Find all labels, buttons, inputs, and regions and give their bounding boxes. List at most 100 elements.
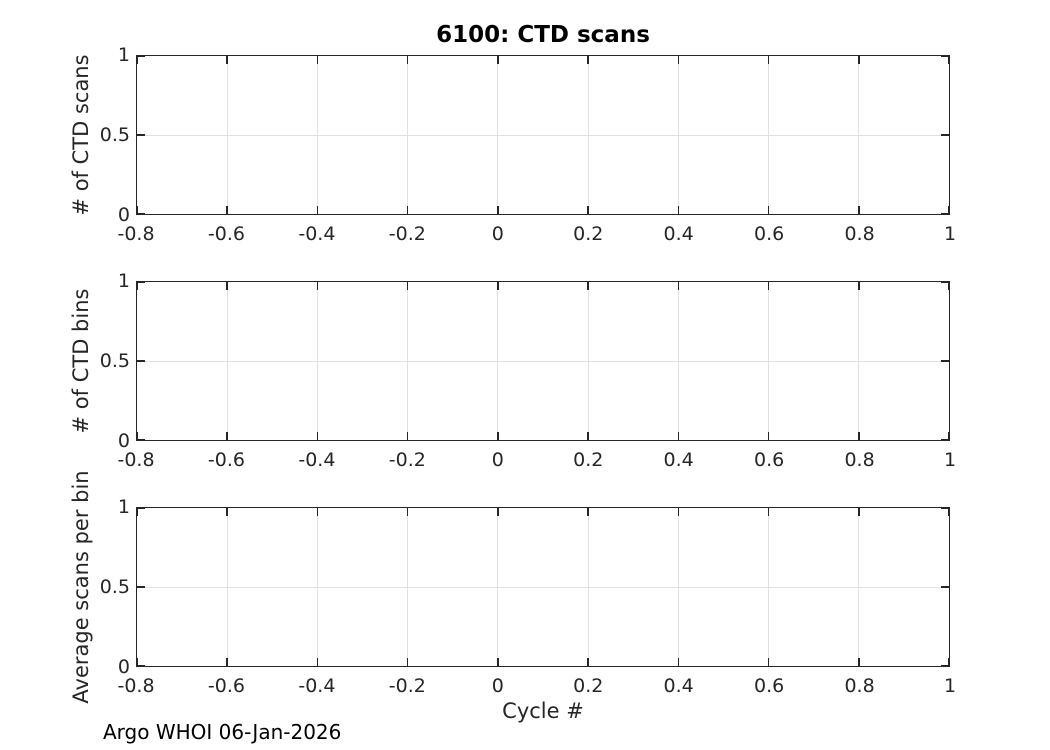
x-tick-label: -0.6 (207, 675, 245, 697)
x-tick-mark (948, 56, 950, 64)
x-tick-label: -0.2 (388, 675, 426, 697)
x-tick-mark (767, 282, 770, 290)
x-tick-label: 0.8 (844, 675, 875, 697)
x-tick-mark (406, 56, 409, 64)
x-tick-mark (497, 56, 499, 64)
x-tick-mark (497, 282, 499, 290)
x-tick-label: 0.4 (663, 449, 694, 471)
x-tick-mark (316, 282, 319, 290)
x-tick-mark (948, 432, 950, 440)
y-tick-mark (137, 507, 145, 509)
figure-title: 6100: CTD scans (436, 22, 650, 48)
x-tick-mark (767, 432, 770, 440)
x-tick-label: -0.4 (298, 449, 336, 471)
y-tick-mark (941, 586, 949, 588)
x-tick-mark (948, 658, 950, 666)
y-tick-label: 0.5 (99, 576, 130, 598)
x-tick-mark (136, 56, 138, 64)
x-tick-label: -0.8 (117, 223, 155, 245)
y-gridline (137, 586, 949, 588)
x-tick-mark (587, 56, 589, 64)
y-gridline (137, 360, 949, 362)
x-tick-label: 0.6 (754, 449, 785, 471)
x-tick-label: -0.6 (207, 449, 245, 471)
x-tick-mark (226, 508, 228, 516)
y-tick-label: 0.5 (99, 124, 130, 146)
x-tick-mark (406, 282, 409, 290)
x-tick-mark (767, 206, 770, 214)
y-tick-mark (941, 439, 949, 441)
x-axis-label: Cycle # (502, 699, 584, 723)
x-tick-mark (858, 282, 860, 290)
x-tick-label: -0.4 (298, 223, 336, 245)
x-tick-mark (316, 432, 319, 440)
y-tick-mark (941, 134, 949, 136)
x-tick-label: -0.8 (117, 675, 155, 697)
x-tick-mark (226, 206, 228, 214)
y-tick-mark (137, 665, 145, 667)
x-tick-mark (406, 206, 409, 214)
y-tick-mark (137, 55, 145, 57)
x-tick-mark (677, 508, 680, 516)
x-tick-mark (406, 432, 409, 440)
x-tick-mark (587, 508, 589, 516)
y-tick-mark (137, 360, 145, 362)
x-tick-mark (226, 658, 228, 666)
x-tick-mark (677, 432, 680, 440)
y-tick-label: 1 (117, 496, 130, 518)
x-tick-label: 0.2 (573, 449, 604, 471)
x-tick-mark (858, 56, 860, 64)
x-tick-mark (858, 658, 860, 666)
y-tick-mark (137, 439, 145, 441)
x-tick-mark (226, 282, 228, 290)
x-tick-mark (587, 658, 589, 666)
y-tick-mark (137, 281, 145, 283)
x-tick-label: 0.6 (754, 223, 785, 245)
x-tick-mark (497, 206, 499, 214)
footer-annotation: Argo WHOI 06-Jan-2026 (103, 720, 342, 744)
x-tick-mark (948, 282, 950, 290)
y-tick-label: 0.5 (99, 350, 130, 372)
x-tick-label: 0.2 (573, 675, 604, 697)
x-tick-label: 0 (491, 449, 504, 471)
y-tick-mark (941, 665, 949, 667)
x-tick-mark (136, 282, 138, 290)
x-tick-mark (316, 206, 319, 214)
x-tick-mark (858, 508, 860, 516)
x-tick-mark (858, 206, 860, 214)
x-tick-mark (136, 658, 138, 666)
x-tick-mark (948, 206, 950, 214)
x-tick-label: 0.8 (844, 223, 875, 245)
y-tick-mark (941, 55, 949, 57)
x-tick-mark (136, 206, 138, 214)
x-tick-mark (677, 658, 680, 666)
x-tick-mark (316, 508, 319, 516)
x-tick-mark (136, 508, 138, 516)
x-tick-label: 1 (943, 675, 957, 697)
subplot-ctd-bins-axes (136, 281, 950, 441)
x-tick-label: -0.2 (388, 449, 426, 471)
y-tick-mark (941, 281, 949, 283)
x-tick-label: 0.2 (573, 223, 604, 245)
x-tick-mark (767, 56, 770, 64)
x-tick-mark (677, 56, 680, 64)
x-tick-label: 0.6 (754, 675, 785, 697)
x-tick-mark (677, 206, 680, 214)
x-tick-label: -0.8 (117, 449, 155, 471)
x-tick-mark (497, 508, 499, 516)
y-gridline (137, 134, 949, 136)
y-tick-label: 1 (117, 44, 130, 66)
x-tick-mark (858, 432, 860, 440)
x-tick-mark (767, 508, 770, 516)
x-tick-label: 0.8 (844, 449, 875, 471)
x-tick-mark (136, 432, 138, 440)
y-tick-mark (941, 507, 949, 509)
x-tick-label: 0 (491, 223, 504, 245)
x-tick-label: 1 (943, 223, 957, 245)
subplot-ctd-scans-axes (136, 55, 950, 215)
x-tick-label: -0.6 (207, 223, 245, 245)
x-tick-label: 0 (491, 675, 504, 697)
x-tick-mark (767, 658, 770, 666)
x-tick-mark (587, 282, 589, 290)
